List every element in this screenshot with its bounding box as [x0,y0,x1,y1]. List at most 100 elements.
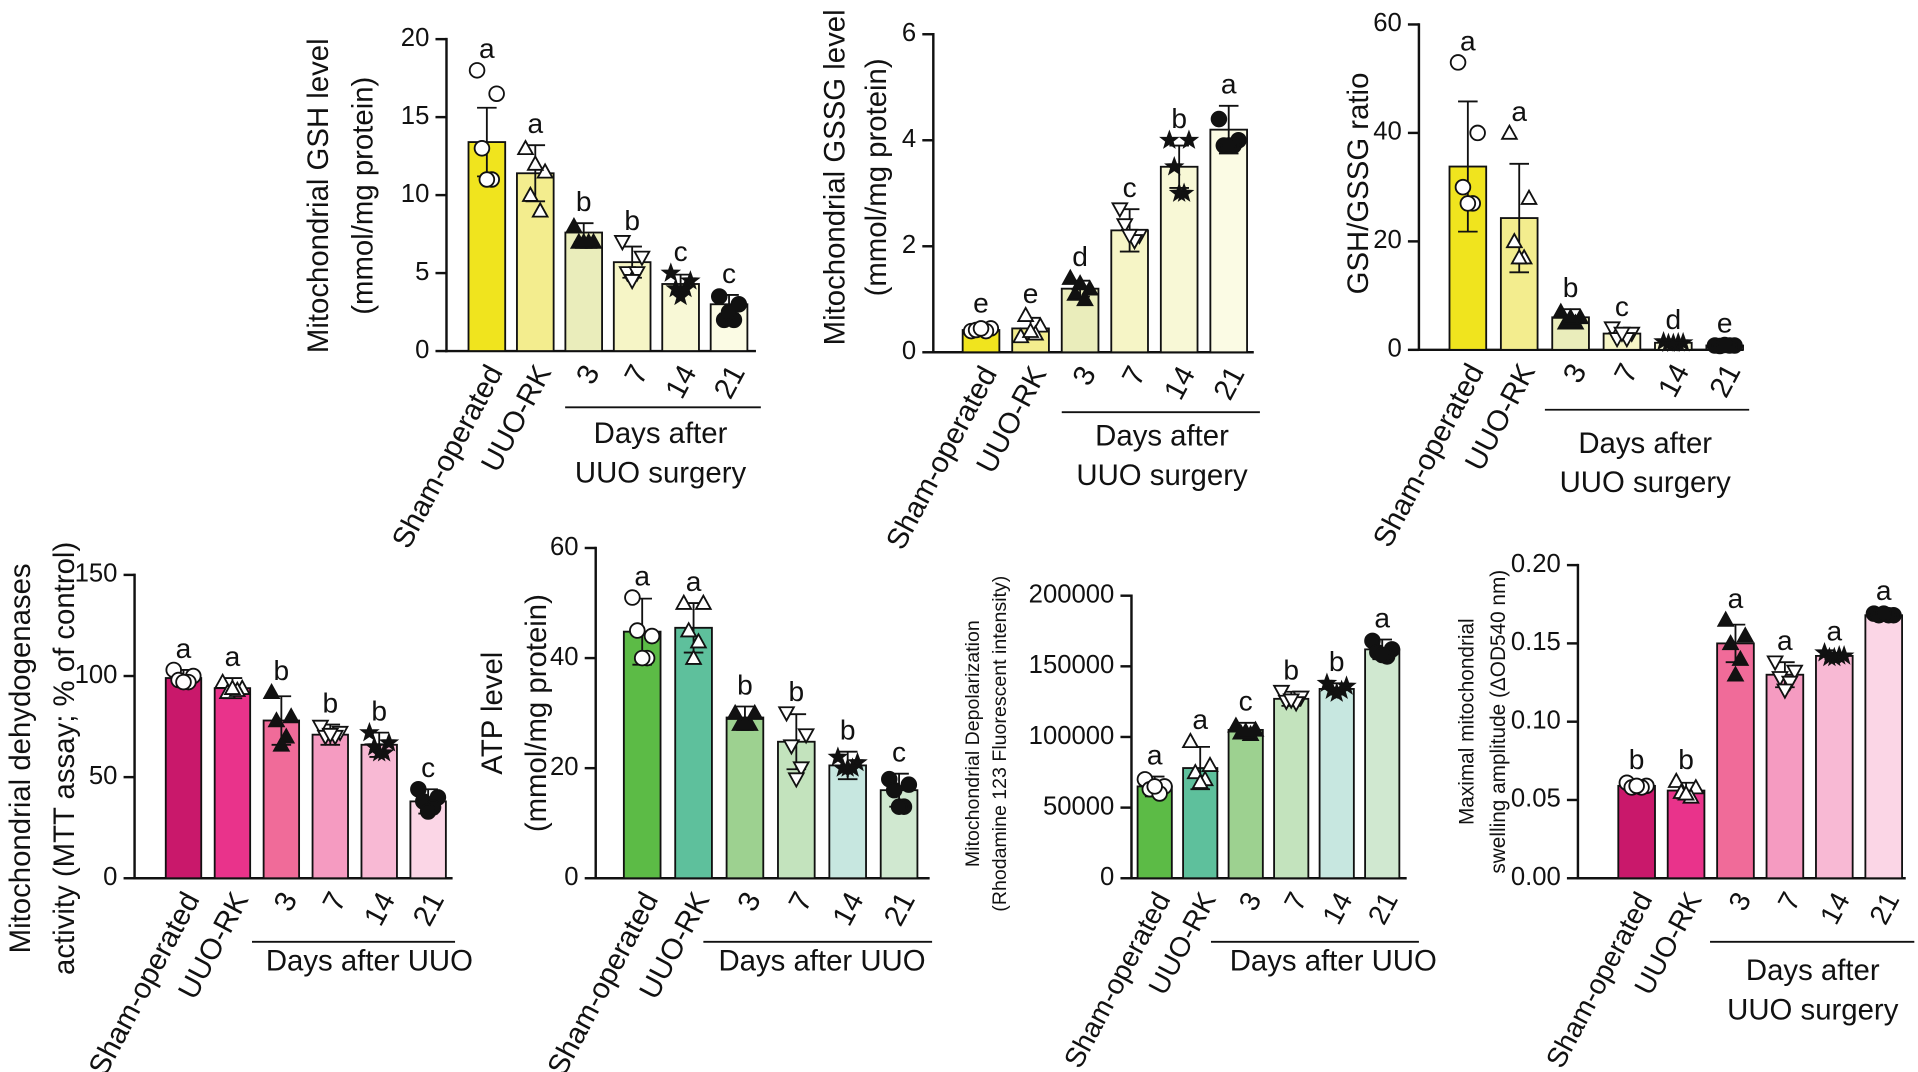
data-point [720,303,738,321]
significance-letter: a [686,566,702,597]
data-point [419,803,437,820]
y-tick-label: 0.10 [1511,706,1561,734]
x-tick-label: 7 [1278,887,1313,915]
data-point [574,232,593,249]
y-tick-label: 100 [75,661,118,689]
y-axis-label: Mitochondrial GSH level [302,38,335,353]
data-point [675,277,696,298]
data-point [565,217,583,234]
y-tick-label: 0 [902,337,916,365]
significance-letter: b [737,669,753,700]
bar [1765,673,1805,880]
data-point [972,320,990,337]
data-point [1677,784,1695,801]
data-point [1721,634,1740,651]
data-point [1613,326,1631,343]
data-point [629,622,646,639]
y-tick-label: 0 [103,863,117,891]
significance-letter: a [634,560,650,591]
y-tick-label: 40 [550,643,579,671]
significance-letter: a [1511,96,1527,127]
data-point [1726,665,1745,682]
bar [1136,785,1173,880]
significance-letter: a [1221,69,1237,100]
x-tick-label: 21 [1207,361,1251,405]
x-tick-label: 14 [1316,887,1358,929]
significance-letter: b [1678,744,1694,775]
data-point [624,589,641,606]
data-point [1780,675,1799,692]
significance-letter: b [1329,646,1345,677]
y-tick-label: 50000 [1043,792,1114,820]
data-point [359,721,380,742]
data-point [1159,129,1180,149]
y-axis-label: Mitochondrial GSSG level [818,9,851,345]
data-point [674,593,693,610]
y-axis-label: (mmol/mg protein) [346,77,379,315]
bar-chart: GSH/GSSG ratio0204060aSham-operatedaUUO-… [1342,9,1750,552]
y-tick-label: 40 [1373,118,1402,146]
bar [1364,648,1401,880]
significance-letter: a [1192,704,1208,735]
data-point [536,162,554,179]
data-point [710,288,728,305]
data-point [1505,232,1524,249]
y-tick-label: 5 [415,258,429,286]
data-point [827,746,849,766]
y-axis-label: swelling amplitude (ΔOD540 nm) [1487,570,1510,874]
data-point [282,707,301,724]
bar [1666,789,1706,880]
data-point [837,757,858,777]
bar [1716,642,1755,880]
bar [1273,697,1310,880]
data-point [1178,129,1200,149]
x-tick-label: 3 [1557,358,1594,388]
x-tick-label: 14 [1652,358,1696,402]
y-tick-label: 4 [902,125,916,153]
data-point [745,703,764,720]
y-axis-label: Mitochondrial dehydogenases [4,563,37,953]
significance-letter: b [274,655,290,686]
data-point [1667,771,1686,788]
data-point [1766,655,1785,672]
data-point [1076,290,1094,307]
data-point [272,735,291,752]
data-point [726,703,745,720]
bar [725,716,765,880]
group-label: UUO surgery [575,456,747,489]
x-tick-label: 14 [1158,361,1202,405]
data-point [1716,336,1733,354]
data-point [1021,321,1040,338]
data-point [797,728,816,745]
significance-letter: c [722,258,736,289]
y-tick-label: 100000 [1029,722,1115,750]
data-point [890,798,908,815]
y-axis-label: (mmol/mg protein) [860,58,893,296]
data-point [1628,777,1645,795]
data-point [1066,284,1085,301]
data-point [680,270,701,290]
data-point [321,727,340,744]
y-tick-label: 10 [401,180,430,208]
y-axis-label: ATP level [476,652,509,775]
bar [828,764,867,880]
data-point [473,140,491,157]
y-tick-label: 0 [564,863,578,891]
y-axis-label: activity (MTT assay; % of control) [48,542,81,975]
data-point [1716,610,1735,627]
x-tick-label: 14 [826,887,870,931]
data-point [213,672,232,689]
y-tick-label: 20 [401,24,430,52]
significance-letter: b [576,186,592,217]
x-tick-label: 7 [1772,887,1807,915]
data-point [1236,722,1255,739]
significance-letter: c [421,752,435,783]
x-tick-label: 14 [1814,887,1856,929]
y-axis-label: Maximal mitochondrial [1455,618,1478,825]
data-point [468,62,486,79]
bar [1182,767,1219,880]
x-tick-label: 21 [1863,887,1905,929]
data-point [175,673,192,691]
data-point [1326,682,1348,702]
